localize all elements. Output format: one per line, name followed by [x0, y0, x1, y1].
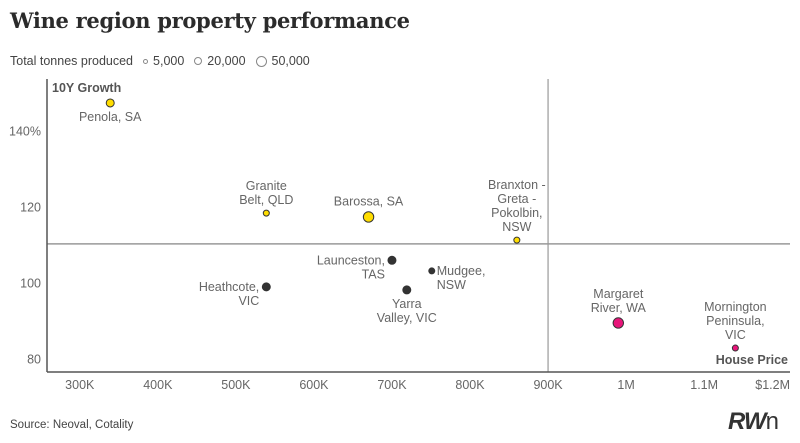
data-point [262, 209, 270, 217]
logo-tail: n [765, 408, 779, 435]
point-label: Yarra [392, 297, 422, 311]
x-tick-label: 500K [221, 378, 251, 392]
point-label: Mudgee, [437, 264, 486, 278]
legend-item-20000: 20,000 [194, 54, 246, 68]
y-tick-label: 140% [9, 125, 41, 139]
y-tick-label: 120 [20, 201, 41, 215]
size-legend: Total tonnes produced 5,000 20,000 50,00… [10, 54, 320, 68]
x-axis-title: House Price [716, 353, 788, 367]
point-label: TAS [362, 267, 385, 281]
legend-label: 20,000 [207, 54, 246, 68]
point-label: Barossa, SA [334, 195, 404, 209]
rwn-logo: RWn [728, 408, 779, 436]
point-label: Peninsula, [706, 314, 764, 328]
data-point [261, 282, 271, 292]
data-point [387, 255, 397, 265]
data-point [428, 267, 436, 275]
legend-circle-medium-icon [194, 57, 203, 65]
data-point [612, 317, 624, 329]
point-label: Greta - [497, 192, 536, 206]
x-tick-label: 300K [65, 378, 95, 392]
x-tick-label: 700K [377, 378, 407, 392]
x-tick-label: 400K [143, 378, 173, 392]
x-tick-label: $1.2M [755, 378, 790, 392]
point-label: Belt, QLD [239, 193, 293, 207]
chart-title: Wine region property performance [10, 8, 410, 33]
data-point [402, 285, 412, 295]
y-tick-label: 80 [27, 353, 41, 367]
point-label: Pokolbin, [491, 206, 542, 220]
data-point [731, 344, 739, 352]
point-label: Mornington [704, 300, 767, 314]
point-label: NSW [502, 220, 531, 234]
legend-item-5000: 5,000 [143, 54, 184, 68]
legend-item-50000: 50,000 [255, 54, 310, 68]
legend-label: 5,000 [153, 54, 185, 68]
point-label: VIC [725, 328, 746, 342]
x-tick-label: 800K [455, 378, 485, 392]
x-tick-label: 600K [299, 378, 329, 392]
logo-main: RW [728, 408, 767, 435]
point-label: Margaret [593, 287, 644, 301]
x-tick-label: 1M [617, 378, 634, 392]
point-label: NSW [437, 278, 466, 292]
point-label: Valley, VIC [377, 311, 437, 325]
point-label: Granite [246, 179, 287, 193]
y-axis-title: 10Y Growth [52, 81, 121, 95]
legend-circle-small-icon [143, 58, 149, 64]
point-label: VIC [238, 294, 259, 308]
data-point [105, 98, 115, 108]
y-tick-label: 100 [20, 277, 41, 291]
point-label: River, WA [591, 301, 647, 315]
point-label: Penola, SA [79, 110, 142, 124]
point-label: Launceston, [317, 253, 385, 267]
data-point [513, 236, 521, 244]
source-note: Source: Neoval, Cotality [10, 419, 134, 431]
legend-circle-large-icon [255, 55, 267, 67]
x-tick-label: 1.1M [690, 378, 718, 392]
point-label: Branxton - [488, 178, 546, 192]
data-point [362, 211, 375, 223]
point-label: Heathcote, [199, 280, 259, 294]
legend-title: Total tonnes produced [10, 54, 134, 68]
x-tick-label: 900K [533, 378, 563, 392]
legend-label: 50,000 [271, 54, 310, 68]
